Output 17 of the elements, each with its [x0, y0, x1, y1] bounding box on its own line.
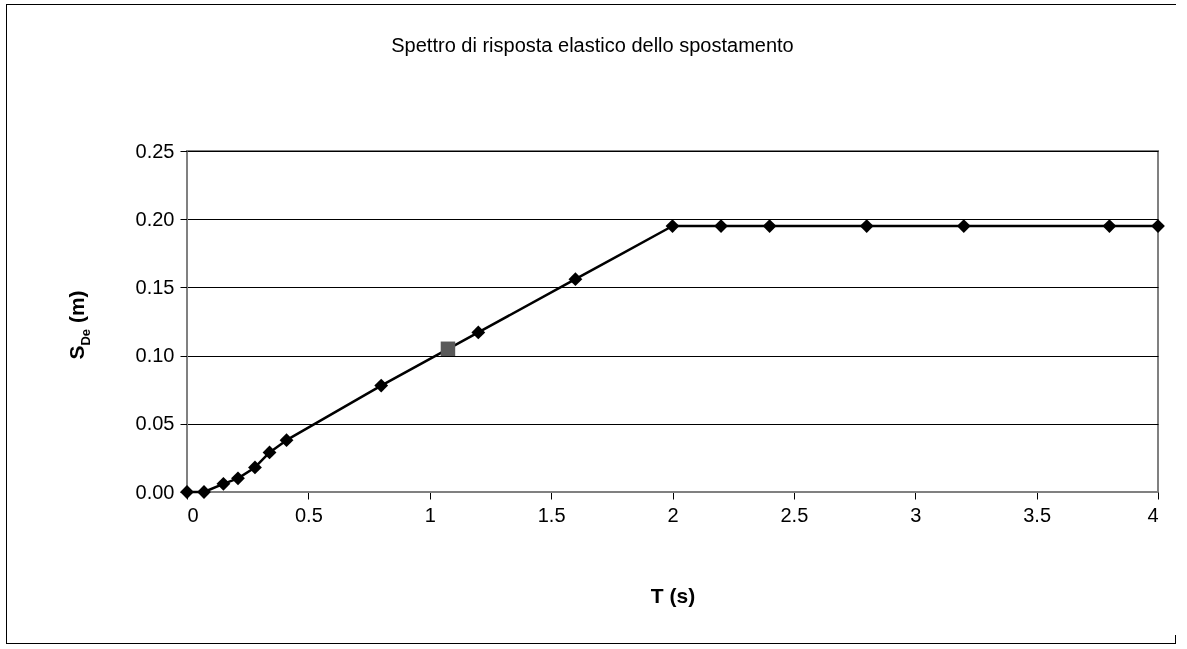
x-tick-label: 0.5: [294, 503, 323, 526]
x-tick-label: 4: [1147, 503, 1159, 526]
x-tick-label: 1: [424, 503, 436, 526]
y-tick-label: 0.00: [135, 480, 175, 503]
chart-title: Spettro di risposta elastico dello spostamento: [391, 34, 794, 56]
x-axis-title: T (s): [650, 583, 696, 607]
y-tick-label: 0.05: [135, 412, 175, 435]
x-tick-label: 1.5: [537, 503, 566, 526]
y-tick-label: 0.10: [135, 344, 175, 367]
x-tick-label: 3.5: [1023, 503, 1052, 526]
x-tick-label: 2.5: [780, 503, 809, 526]
y-tick-label: 0.15: [135, 275, 175, 298]
x-tick-label: 3: [910, 503, 922, 526]
x-tick-label: 0: [187, 503, 199, 526]
y-tick-label: 0.25: [135, 139, 175, 162]
x-tick-label: 2: [667, 503, 679, 526]
y-tick-label: 0.20: [135, 207, 175, 230]
